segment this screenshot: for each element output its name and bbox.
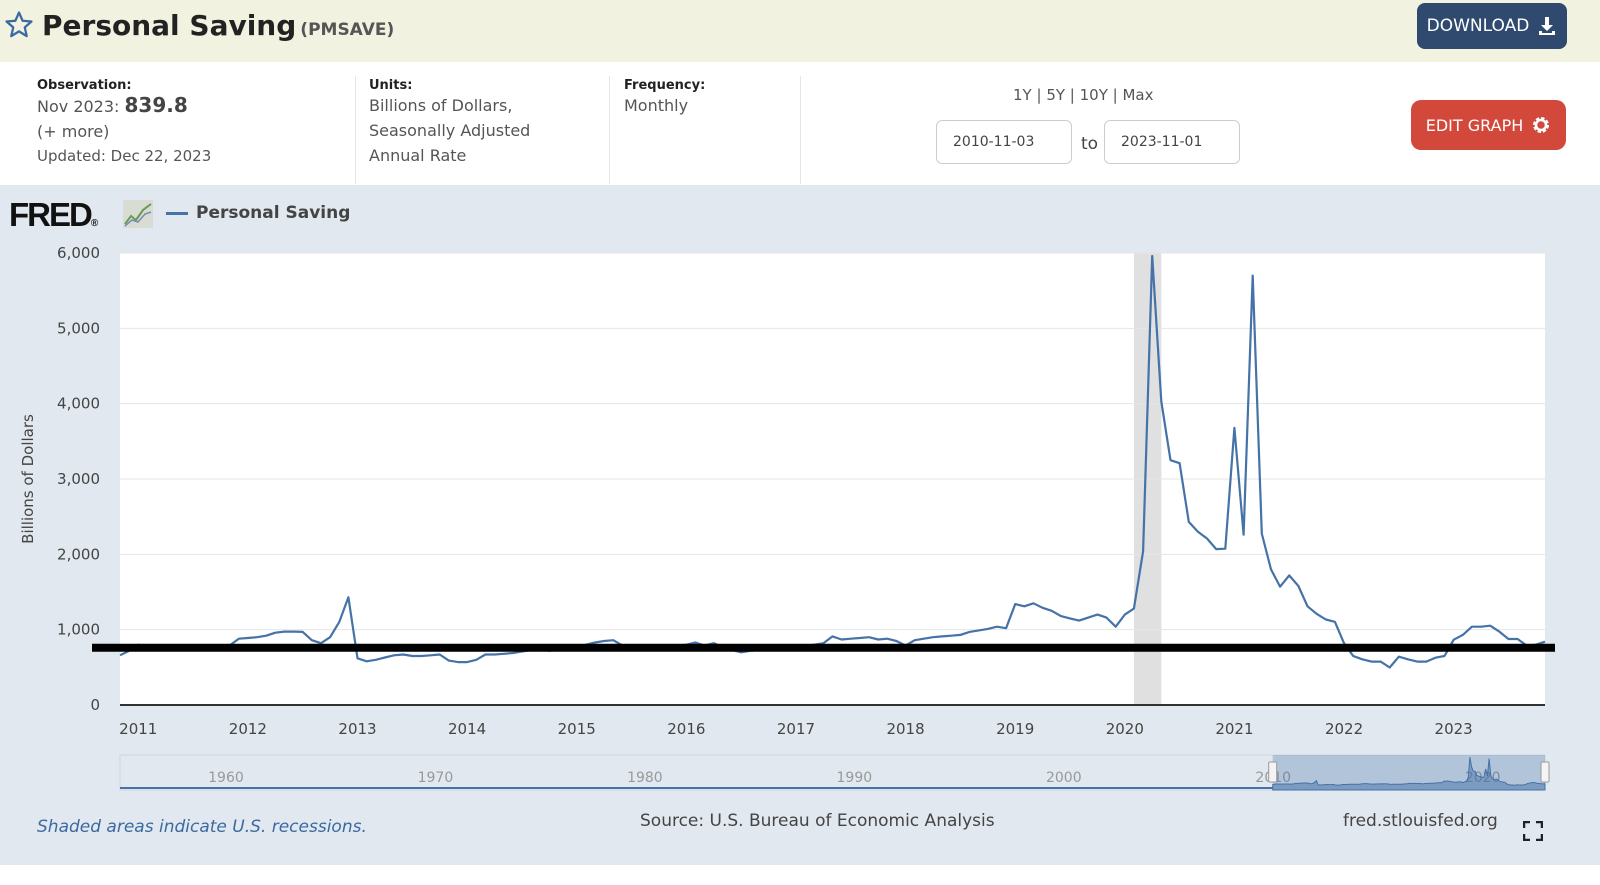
navigator-series — [1272, 757, 1546, 791]
range-1y-button[interactable]: 1Y — [1013, 86, 1032, 104]
series-line-personal-saving — [119, 254, 1546, 669]
x-tick-label: 2015 — [558, 720, 596, 738]
observation-period: Nov 2023: — [37, 97, 120, 116]
navigator-handle[interactable] — [1540, 761, 1550, 783]
range-5y-button[interactable]: 5Y — [1046, 86, 1066, 104]
source-text: Source: U.S. Bureau of Economic Analysis — [640, 811, 995, 831]
frequency-panel: Frequency: Monthly — [609, 76, 801, 184]
series-code: (PMSAVE) — [300, 20, 395, 40]
x-tick-label: 2021 — [1215, 720, 1253, 738]
y-axis-label: Billions of Dollars — [19, 414, 37, 544]
x-tick-label: 2023 — [1435, 720, 1473, 738]
gear-icon — [1533, 117, 1550, 133]
edit-graph-button[interactable]: EDIT GRAPH — [1411, 100, 1566, 150]
range-10y-button[interactable]: 10Y — [1079, 86, 1108, 104]
y-tick-label: 6,000 — [57, 244, 100, 262]
x-tick-label: 2016 — [667, 720, 705, 738]
download-label: DOWNLOAD — [1426, 16, 1530, 36]
navigator-label: 1980 — [627, 770, 663, 786]
observation-label: Observation: — [37, 78, 132, 93]
x-tick-label: 2011 — [119, 720, 157, 738]
units-panel: Units: Billions of Dollars, Seasonally A… — [355, 76, 610, 184]
x-tick-label: 2014 — [448, 720, 486, 738]
series-title: Personal Saving — [42, 9, 297, 42]
download-button[interactable]: DOWNLOAD — [1417, 3, 1567, 49]
start-date-input[interactable] — [936, 120, 1072, 164]
y-tick-label: 0 — [90, 696, 100, 714]
x-tick-label: 2017 — [777, 720, 815, 738]
observation-value: 839.8 — [124, 93, 188, 117]
navigator-label: 2000 — [1046, 770, 1082, 786]
end-date-input[interactable] — [1104, 120, 1240, 164]
x-tick-label: 2012 — [229, 720, 267, 738]
y-tick-label: 5,000 — [57, 319, 100, 337]
updated-date: Updated: Dec 22, 2023 — [37, 147, 212, 165]
units-line: Seasonally Adjusted — [369, 121, 531, 140]
units-line: Billions of Dollars, — [369, 96, 513, 115]
navigator-handle[interactable] — [1268, 761, 1278, 783]
units-label: Units: — [369, 78, 413, 93]
frequency-label: Frequency: — [624, 78, 706, 93]
to-label: to — [1081, 134, 1099, 154]
chart-legend: Personal Saving — [166, 203, 350, 223]
y-tick-label: 4,000 — [57, 395, 100, 413]
x-tick-label: 2020 — [1106, 720, 1144, 738]
range-max-button[interactable]: Max — [1122, 86, 1154, 104]
legend-label: Personal Saving — [196, 203, 351, 223]
navigator-label: 1990 — [837, 770, 873, 786]
frequency-value: Monthly — [624, 96, 689, 115]
y-tick-label: 2,000 — [57, 545, 100, 563]
download-icon — [1539, 17, 1556, 35]
observation-panel: Observation: Nov 2023: 839.8 (+ more) Up… — [0, 76, 356, 184]
recession-note: Shaded areas indicate U.S. recessions. — [37, 817, 367, 837]
fred-logo: FRED® — [9, 196, 98, 233]
more-link[interactable]: (+ more) — [37, 122, 110, 141]
x-tick-label: 2018 — [886, 720, 924, 738]
edit-graph-label: EDIT GRAPH — [1425, 115, 1524, 135]
y-tick-label: 1,000 — [57, 621, 100, 639]
line-chart: 0 1,000 2,000 3,000 4,000 5,000 6,000 2011 2012 2… — [19, 244, 1555, 791]
legend-swatch — [166, 211, 188, 215]
series-info: Observation: Nov 2023: 839.8 (+ more) Up… — [0, 62, 1600, 185]
site-link[interactable]: fred.stlouisfed.org — [1343, 811, 1498, 831]
star-icon[interactable] — [4, 10, 34, 40]
chart-logo-icon — [123, 200, 153, 228]
fullscreen-icon[interactable] — [1523, 821, 1543, 841]
x-tick-label: 2019 — [996, 720, 1034, 738]
x-tick-label: 2013 — [338, 720, 376, 738]
navigator-label: 1960 — [208, 770, 244, 786]
navigator-label: 1970 — [418, 770, 454, 786]
y-tick-label: 3,000 — [57, 470, 100, 488]
range-buttons: 1Y | 5Y | 10Y | Max — [1013, 86, 1154, 104]
series-header: Personal Saving (PMSAVE) DOWNLOAD — [0, 0, 1600, 62]
units-line: Annual Rate — [369, 146, 467, 165]
x-tick-label: 2022 — [1325, 720, 1363, 738]
page-title: Personal Saving (PMSAVE) — [42, 9, 394, 42]
